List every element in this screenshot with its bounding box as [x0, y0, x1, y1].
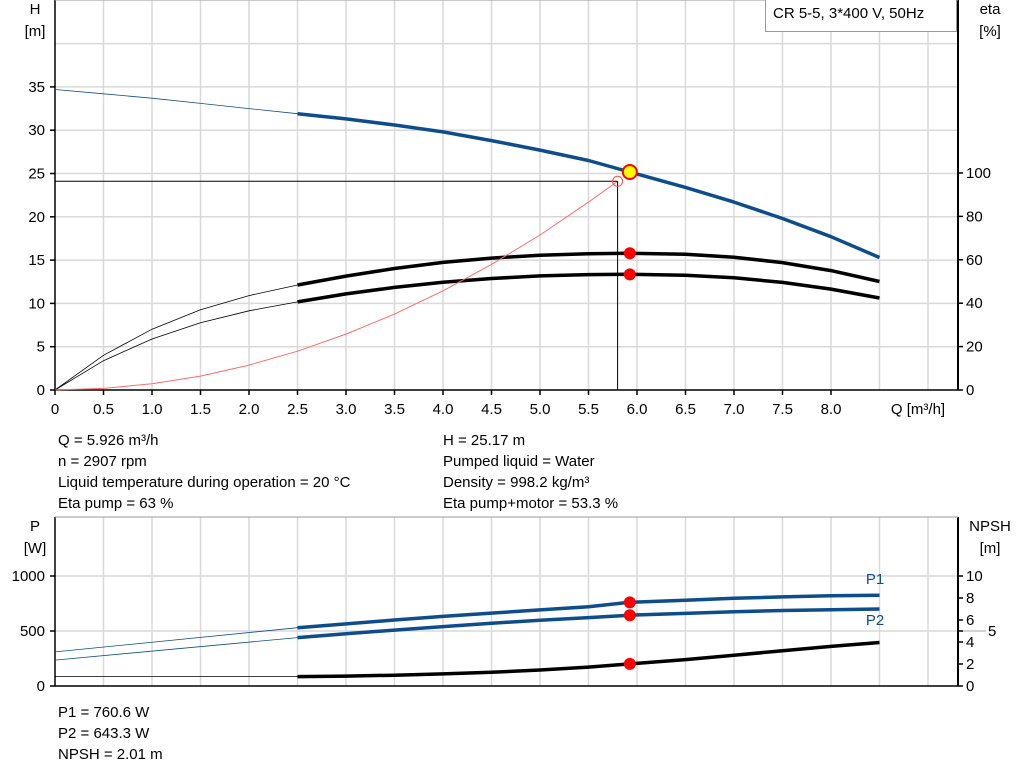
y-axis-label: P — [30, 518, 40, 535]
y-tick-label: 30 — [28, 122, 45, 139]
y-axis-unit: [W] — [24, 540, 47, 557]
x-tick-label: 4.5 — [481, 401, 502, 418]
x-tick-label: 7.0 — [724, 401, 745, 418]
series-system-extrapolated — [54, 180, 618, 391]
x-tick-label: 6.0 — [627, 401, 648, 418]
series-H-extrapolated — [54, 89, 298, 115]
series-H — [297, 111, 881, 260]
y2-tick-label: 40 — [966, 295, 983, 312]
info-liquid-temp: Liquid temperature during operation = 20… — [58, 474, 351, 491]
y-tick-label: 10 — [28, 295, 45, 312]
info-left: Q = 5.926 m³/h n = 2907 rpm Liquid tempe… — [58, 430, 350, 514]
y-tick-label: 35 — [28, 79, 45, 96]
y2-tick-label: 20 — [966, 339, 983, 356]
info-p1: P1 = 760.6 W — [58, 704, 150, 721]
series-P1-extrapolated — [54, 627, 298, 653]
x-tick-label: 1.0 — [142, 401, 163, 418]
x-tick-label: 5.5 — [578, 401, 599, 418]
y-tick-label: 5 — [37, 339, 45, 356]
info-flow: Q = 5.926 m³/h — [58, 432, 159, 449]
y-tick-label: 0 — [37, 382, 45, 399]
y2-axis-unit: [m] — [980, 540, 1001, 557]
p2-duty-marker — [623, 609, 636, 622]
y2-tick-label: 6 — [966, 612, 974, 629]
y2-tick-label: 2 — [966, 656, 974, 673]
duty-point-marker — [621, 164, 638, 181]
y2-tick-label: 60 — [966, 252, 983, 269]
series-eta_pump_motor-extrapolated — [54, 301, 298, 391]
series-label-p2: P2 — [866, 612, 884, 629]
npsh-duty-marker — [623, 657, 636, 670]
required-point-marker — [612, 175, 624, 187]
p1-duty-marker — [623, 596, 636, 609]
x-tick-label: 7.5 — [772, 401, 793, 418]
info-eta-pump-motor: Eta pump+motor = 53.3 % — [443, 495, 619, 512]
y-tick-label: 20 — [28, 209, 45, 226]
y2-tick-label: 4 — [966, 634, 974, 651]
y-tick-label: 1000 — [12, 568, 45, 585]
x-tick-label: 6.5 — [675, 401, 696, 418]
x-tick-label: 3.5 — [384, 401, 405, 418]
y-tick-label: 25 — [28, 166, 45, 183]
y2-tick-label: 10 — [966, 568, 983, 585]
info-p2: P2 = 643.3 W — [58, 725, 150, 742]
info-speed: n = 2907 rpm — [58, 453, 147, 470]
y2-tick-label: 5 — [988, 623, 996, 640]
y2-tick-label: 80 — [966, 208, 983, 225]
y2-axis-label: NPSH — [969, 518, 1011, 535]
x-tick-label: 0 — [51, 401, 59, 418]
series-eta_pump_motor — [297, 272, 880, 304]
y-axis-unit: [m] — [25, 23, 46, 40]
x-tick-label: 4.0 — [433, 401, 454, 418]
y2-tick-label: 0 — [966, 678, 974, 695]
x-tick-label: 2.0 — [239, 401, 260, 418]
chart-title: CR 5-5, 3*400 V, 50Hz — [765, 0, 957, 32]
x-axis-label: Q [m³/h] — [891, 401, 945, 418]
info-density: Density = 998.2 kg/m³ — [443, 474, 590, 491]
y-tick-label: 500 — [20, 623, 45, 640]
y2-tick-label: 0 — [966, 382, 974, 399]
series-eta_pump-extrapolated — [54, 284, 298, 391]
info-npsh: NPSH = 2.01 m — [58, 746, 163, 763]
eta-pump-motor-duty-marker — [623, 268, 636, 281]
info-eta-pump: Eta pump = 63 % — [58, 495, 174, 512]
info-bottom: P1 = 760.6 W P2 = 643.3 W NPSH = 2.01 m — [58, 702, 163, 765]
y-tick-label: 0 — [37, 678, 45, 695]
x-tick-label: 5.0 — [530, 401, 551, 418]
y-axis-label: H — [30, 1, 41, 18]
eta-pump-duty-marker — [623, 247, 636, 260]
y2-tick-label: 8 — [966, 590, 974, 607]
info-liquid: Pumped liquid = Water — [443, 453, 595, 470]
series-P1 — [297, 593, 880, 630]
y-tick-label: 15 — [28, 252, 45, 269]
info-right: H = 25.17 m Pumped liquid = Water Densit… — [443, 430, 618, 514]
series-eta_pump — [297, 251, 880, 287]
y2-tick-label: 100 — [966, 165, 991, 182]
series-NPSH — [297, 640, 880, 679]
series-P2 — [297, 607, 880, 640]
x-tick-label: 3.0 — [336, 401, 357, 418]
y2-axis-unit: [%] — [979, 23, 1001, 40]
series-label-p1: P1 — [866, 571, 884, 588]
x-tick-label: 1.5 — [190, 401, 211, 418]
y2-axis-label: eta — [980, 1, 1002, 18]
x-tick-label: 0.5 — [93, 401, 114, 418]
info-head: H = 25.17 m — [443, 432, 526, 449]
x-tick-label: 2.5 — [287, 401, 308, 418]
series-P2-extrapolated — [54, 637, 298, 661]
x-tick-label: 8.0 — [821, 401, 842, 418]
